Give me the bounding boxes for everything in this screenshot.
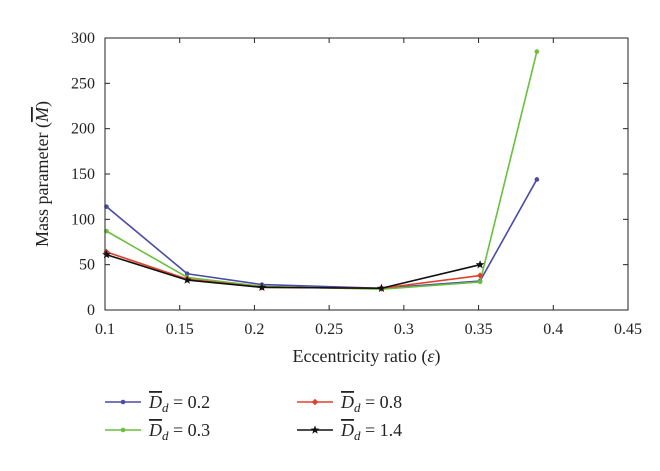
- legend-label: Dd = 1.4: [340, 420, 402, 443]
- series-line: [106, 251, 481, 290]
- y-axis-label: Mass parameter (M): [32, 101, 53, 247]
- x-tick-label: 0.15: [166, 321, 194, 338]
- data-point: [184, 271, 190, 277]
- y-tick-label: 50: [79, 257, 95, 274]
- x-tick-label: 0.2: [244, 321, 264, 338]
- legend-label: Dd = 0.2: [148, 392, 210, 415]
- series-line: [105, 179, 538, 290]
- legend-marker: [311, 398, 319, 406]
- x-tick-label: 0.3: [394, 321, 414, 338]
- legend-item-1: Dd = 0.2: [105, 392, 210, 415]
- y-tick-label: 300: [71, 30, 95, 47]
- legend-label: Dd = 0.8: [340, 392, 402, 415]
- legend-marker: [310, 425, 320, 434]
- series-line: [106, 51, 538, 290]
- x-tick-label: 0.25: [315, 321, 343, 338]
- data-point: [182, 275, 192, 284]
- data-point: [257, 282, 267, 292]
- series-4: [102, 250, 485, 292]
- legend-item-4: Dd = 1.4: [297, 420, 402, 443]
- data-point: [102, 250, 111, 259]
- data-point: [477, 279, 483, 285]
- legend-marker: [120, 427, 126, 433]
- data-point: [534, 177, 540, 182]
- x-tick-label: 0.4: [543, 321, 563, 338]
- series-2: [104, 49, 540, 292]
- plot-frame: [104, 37, 629, 311]
- legend-label: Dd = 0.3: [148, 420, 210, 443]
- y-tick-label: 150: [71, 166, 95, 183]
- x-tick-label: 0.35: [465, 321, 493, 338]
- y-tick-label: 0: [87, 302, 95, 319]
- data-point: [534, 49, 540, 54]
- x-axis-label: Eccentricity ratio (ε): [292, 346, 440, 367]
- data-point: [475, 260, 485, 269]
- data-point: [476, 272, 484, 279]
- x-tick-label: 0.1: [95, 321, 115, 338]
- legend-marker: [120, 399, 126, 405]
- y-tick-label: 200: [71, 121, 95, 138]
- x-tick-label: 0.45: [614, 321, 642, 338]
- y-tick-label: 250: [71, 75, 95, 92]
- data-point: [377, 283, 386, 292]
- legend-item-3: Dd = 0.8: [297, 392, 402, 415]
- legend: Dd = 0.2 Dd = 0.3 Dd = 0.8 Dd = 1.4: [105, 392, 402, 443]
- y-tick-label: 100: [71, 211, 95, 228]
- legend-item-2: Dd = 0.3: [105, 420, 210, 443]
